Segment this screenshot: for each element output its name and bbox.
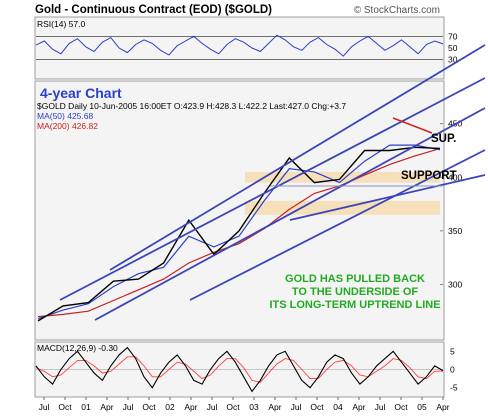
gold-price-line (37, 146, 441, 322)
trend-channel-line-0 (109, 44, 486, 271)
x-tick-label-19: Apr (436, 402, 449, 412)
support-annotation: SUPPORT (401, 170, 457, 182)
trend-channel-line-1 (59, 77, 486, 301)
chart-title: Gold - Continuous Contract (EOD) ($GOLD) (35, 4, 272, 16)
price-legend: $GOLD Daily 10-Jun-2005 16:00ET O:423.9 … (37, 101, 346, 111)
price-tick-label-0: 300 (448, 279, 462, 289)
x-tick-label-12: Jul (291, 402, 302, 412)
price-tick-label-1: 350 (448, 226, 462, 236)
trend-channel-line-4 (289, 174, 486, 221)
ma200-line (37, 148, 441, 318)
rsi-tick-label-0: 30 (448, 55, 458, 65)
x-tick-label-15: Apr (352, 402, 365, 412)
x-tick-label-16: Jul (375, 402, 386, 412)
ma50-legend: MA(50) 425.68 (37, 111, 93, 121)
x-tick-label-6: 02 (165, 402, 175, 412)
stockcharts-credit: © StockCharts.com (354, 5, 440, 16)
x-tick-label-7: Apr (184, 402, 197, 412)
ma200-legend: MA(200) 426.82 (37, 121, 98, 131)
price-tick-label-2: 400 (448, 172, 462, 182)
x-tick-label-11: Apr (268, 402, 281, 412)
rsi-line (35, 34, 444, 57)
x-tick-label-18: 05 (417, 402, 427, 412)
support-band-0 (245, 171, 440, 183)
ma50-line (37, 144, 441, 320)
x-tick-label-4: Jul (123, 402, 134, 412)
x-tick-label-10: 03 (249, 402, 259, 412)
trend-channel-line-2 (94, 107, 486, 321)
macd-tick-label-1: 0 (450, 365, 455, 375)
pullback-annotation: GOLD HAS PULLED BACK TO THE UNDERSIDE OF I… (269, 273, 440, 311)
macd-signal-line (35, 356, 444, 383)
sup-annotation: SUP. (431, 133, 456, 145)
annotation-line-2: ITS LONG-TERM UPTREND LINE (269, 299, 440, 311)
annotation-line-1: TO THE UNDERSIDE OF (292, 286, 419, 298)
x-tick-label-13: Oct (310, 402, 324, 412)
rsi-panel (34, 16, 445, 80)
macd-line (35, 346, 444, 393)
x-tick-label-5: Oct (142, 402, 156, 412)
x-tick-label-14: 04 (333, 402, 343, 412)
x-tick-label-3: Apr (100, 402, 113, 412)
rsi-tick-label-1: 50 (448, 43, 458, 53)
macd-tick-label-2: 5 (450, 346, 455, 356)
four-year-chart-label: 4-year Chart (40, 85, 122, 101)
trend-channel-line-3 (189, 149, 486, 301)
x-tick-label-9: Oct (226, 402, 240, 412)
x-tick-label-0: Jul (39, 402, 50, 412)
macd-tick-label-0: -5 (450, 383, 458, 393)
macd-label: MACD(12,26,9) -0.30 (37, 343, 118, 353)
annotation-line-0: GOLD HAS PULLED BACK (285, 273, 425, 285)
x-tick-label-2: 01 (81, 402, 91, 412)
x-tick-label-8: Jul (207, 402, 218, 412)
rsi-tick-label-2: 70 (448, 31, 458, 41)
x-tick-label-1: Oct (58, 402, 72, 412)
x-tick-label-17: Oct (394, 402, 408, 412)
resistance-line (392, 117, 433, 134)
rsi-label: RSI(14) 57.0 (37, 19, 85, 29)
